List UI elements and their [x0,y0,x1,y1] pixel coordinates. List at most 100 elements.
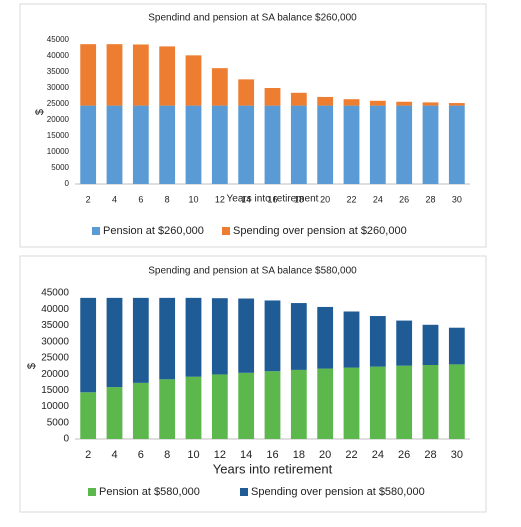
y-tick-label: 30000 [47,83,70,92]
x-tick-label: 2 [85,449,91,461]
bar-segment [106,44,123,106]
bar-segment [264,105,281,184]
y-tick-label: 45000 [47,35,70,44]
bar-segment [238,79,255,106]
bar-segment [185,376,202,439]
bar-segment [343,105,360,184]
bar-segment [317,96,334,106]
bar-segment [264,371,281,439]
bar-segment [264,300,281,372]
x-tick-label: 20 [319,449,331,461]
y-tick-label: 25000 [47,99,70,108]
x-axis-label: Years into retirement [227,194,319,205]
x-tick-label: 10 [188,194,198,204]
x-tick-label: 2 [86,194,91,204]
y-tick-label: 0 [65,179,70,188]
legend-label: Spending over pension at $580,000 [251,486,425,498]
x-tick-label: 6 [138,449,144,461]
legend-swatch [222,227,230,235]
legend-label: Spending over pension at $260,000 [233,225,407,237]
bar-segment [264,88,281,106]
bar-segment [80,44,97,106]
y-tick-label: 25000 [41,353,69,364]
x-axis-label: Years into retirement [213,461,333,476]
bar-segment [211,374,228,439]
x-tick-label: 22 [345,449,357,461]
x-tick-label: 8 [165,194,170,204]
bar-segment [80,297,97,393]
bar-segment [80,105,97,184]
bar-segment [343,311,360,368]
x-tick-label: 18 [293,449,305,461]
bar-segment [238,105,255,184]
bar-segment [422,105,439,184]
y-tick-label: 15000 [41,385,69,396]
bar-segment [396,365,413,439]
x-tick-label: 12 [214,449,226,461]
bar-segment [106,105,123,184]
chart-title: Spending and pension at SA balance $580,… [148,266,357,277]
bar-segment [448,103,465,106]
y-tick-label: 45000 [41,288,69,299]
bar-segment [211,298,228,375]
y-tick-label: 40000 [41,304,69,315]
bar-segment [80,392,97,439]
bar-segment [290,92,307,106]
bar-segment [185,297,202,377]
bar-segment [106,387,123,439]
legend-swatch [88,488,96,496]
bar-segment [396,105,413,184]
bar-segment [290,303,307,370]
y-tick-label: 10000 [47,147,70,156]
x-tick-label: 22 [346,194,356,204]
x-tick-label: 24 [372,449,384,461]
y-tick-label: 5000 [47,417,70,428]
x-tick-label: 10 [187,449,199,461]
bar-segment [290,105,307,184]
y-tick-label: 15000 [47,131,70,140]
legend-label: Pension at $260,000 [103,225,204,237]
bar-segment [317,306,334,369]
x-tick-label: 26 [398,449,410,461]
y-tick-label: 40000 [47,51,70,60]
bar-segment [448,327,465,365]
x-tick-label: 6 [138,194,143,204]
x-tick-label: 30 [451,449,463,461]
bar-segment [185,105,202,184]
bar-segment [159,46,176,106]
bar-segment [159,379,176,439]
bar-segment [185,55,202,106]
y-axis-label: $ [34,109,46,115]
x-tick-label: 12 [215,194,225,204]
bar-segment [132,44,149,106]
chart-title: Spendind and pension at SA balance $260,… [148,13,357,24]
x-tick-label: 4 [111,449,117,461]
x-tick-label: 16 [266,449,278,461]
y-tick-label: 20000 [47,115,70,124]
bar-segment [238,372,255,439]
x-tick-label: 8 [164,449,170,461]
bar-segment [238,298,255,373]
bar-segment [448,105,465,184]
legend-swatch [240,488,248,496]
bar-segment [159,105,176,184]
y-tick-label: 20000 [41,369,69,380]
x-tick-label: 28 [424,449,436,461]
legend-label: Pension at $580,000 [99,486,200,498]
bar-segment [211,68,228,106]
x-tick-label: 18 [294,194,304,204]
bar-segment [290,369,307,439]
x-tick-label: 14 [240,449,252,461]
bar-segment [317,368,334,439]
bar-segment [396,320,413,366]
bar-segment [422,102,439,106]
y-axis-label: $ [26,363,38,369]
bar-segment [211,105,228,184]
x-tick-label: 30 [452,194,462,204]
y-tick-label: 0 [63,434,69,445]
legend-swatch [92,227,100,235]
x-tick-label: 20 [320,194,330,204]
y-tick-label: 10000 [41,401,69,412]
x-tick-label: 26 [399,194,409,204]
